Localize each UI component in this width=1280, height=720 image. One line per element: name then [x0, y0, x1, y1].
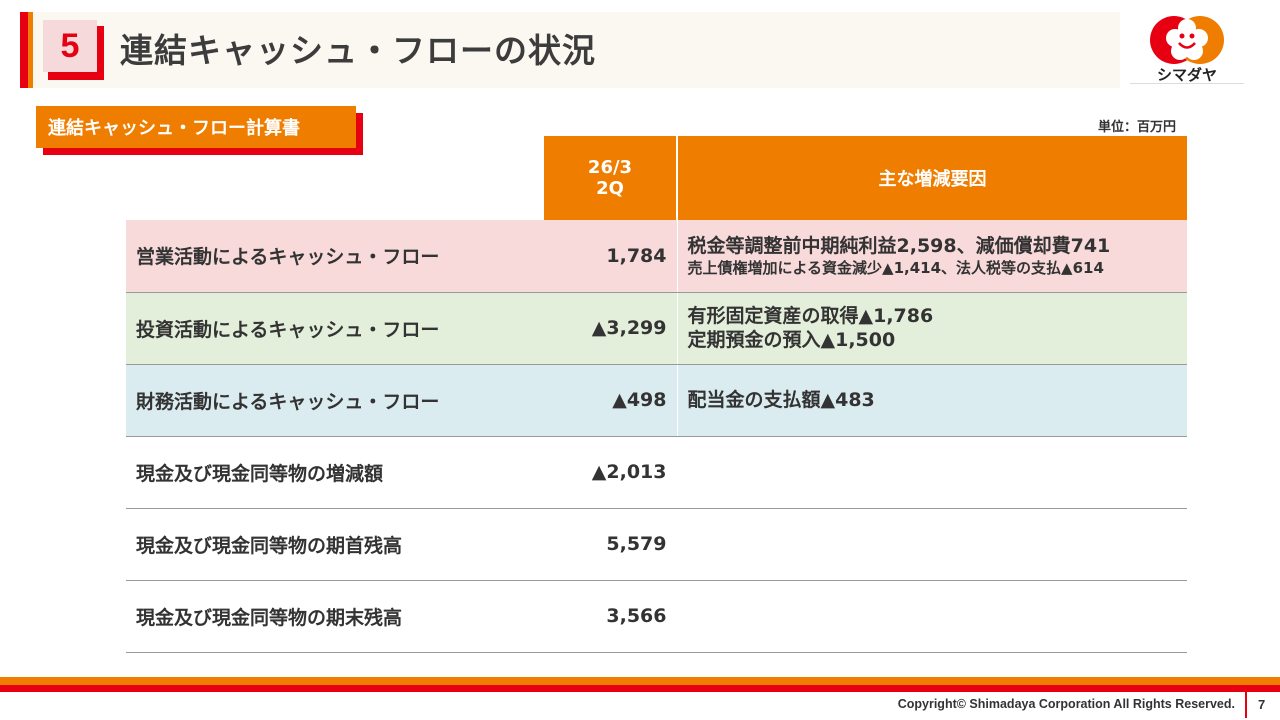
company-logo: シマダヤ [1130, 14, 1244, 84]
note-line: 定期預金の預入▲1,500 [687, 329, 896, 351]
table-header: 26/3 2Q 主な増減要因 [126, 136, 1187, 220]
table-row: 現金及び現金同等物の期末残高 3,566 [126, 580, 1187, 653]
period-line1: 26/3 [587, 157, 633, 178]
footer-band [0, 685, 1280, 692]
page-number: 7 [1258, 697, 1266, 712]
row-value: 3,566 [543, 580, 678, 653]
row-note: 税金等調整前中期純利益2,598、減価償却費741 売上債権増加による資金減少▲1… [677, 220, 1187, 293]
cash-flow-table: 26/3 2Q 主な増減要因 営業活動によるキャッシュ・フロー 1,784 税金等… [126, 136, 1187, 653]
row-value: 1,784 [543, 220, 678, 293]
row-label: 現金及び現金同等物の期末残高 [126, 580, 543, 653]
copyright: Copyright© Shimadaya Corporation All Rig… [897, 697, 1235, 711]
row-note: 有形固定資産の取得▲1,786 定期預金の預入▲1,500 [677, 292, 1187, 365]
title-banner [20, 12, 1120, 88]
accent-bar [20, 12, 28, 88]
footer-divider [1245, 692, 1247, 718]
logo-text: シマダヤ [1157, 66, 1217, 84]
accent-bar [28, 12, 33, 88]
row-note [677, 436, 1187, 509]
row-note [677, 508, 1187, 581]
footer-band [0, 677, 1280, 685]
row-value: ▲498 [543, 364, 678, 437]
unit-label: 単位：百万円 [1097, 120, 1176, 135]
row-label: 現金及び現金同等物の期首残高 [126, 508, 543, 581]
note-line: 売上債権増加による資金減少▲1,414、法人税等の支払▲614 [687, 258, 1104, 277]
header-blank [126, 136, 543, 220]
page-title: 連結キャッシュ・フローの状況 [120, 31, 596, 70]
period-line2: 2Q [596, 178, 624, 199]
table-row: 投資活動によるキャッシュ・フロー ▲3,299 有形固定資産の取得▲1,786 定… [126, 292, 1187, 365]
section-number: 5 [43, 20, 97, 72]
header-factors: 主な増減要因 [676, 136, 1187, 220]
table-row: 現金及び現金同等物の期首残高 5,579 [126, 508, 1187, 581]
row-label: 財務活動によるキャッシュ・フロー [126, 364, 543, 437]
table-row: 財務活動によるキャッシュ・フロー ▲498 配当金の支払額▲483 [126, 364, 1187, 437]
row-label: 営業活動によるキャッシュ・フロー [126, 220, 543, 293]
row-value: 5,579 [543, 508, 678, 581]
row-value: ▲2,013 [543, 436, 678, 509]
row-label: 現金及び現金同等物の増減額 [126, 436, 543, 509]
header-period: 26/3 2Q [542, 136, 677, 220]
row-label: 投資活動によるキャッシュ・フロー [126, 292, 543, 365]
note-line: 有形固定資産の取得▲1,786 [687, 305, 934, 327]
note-line: 税金等調整前中期純利益2,598、減価償却費741 [687, 234, 1111, 257]
section-subtitle: 連結キャッシュ・フロー計算書 [36, 106, 356, 148]
table-row: 営業活動によるキャッシュ・フロー 1,784 税金等調整前中期純利益2,598、… [126, 220, 1187, 293]
row-value: ▲3,299 [543, 292, 678, 365]
row-note: 配当金の支払額▲483 [677, 364, 1187, 437]
row-note [677, 580, 1187, 653]
table-row: 現金及び現金同等物の増減額 ▲2,013 [126, 436, 1187, 509]
